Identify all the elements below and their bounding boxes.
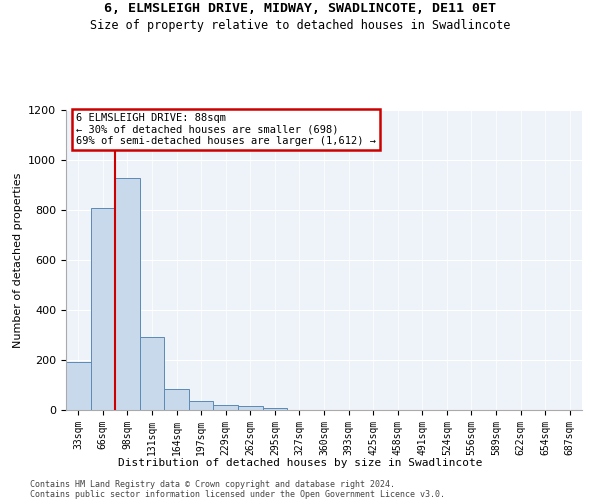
Bar bbox=[140, 337, 164, 410]
Y-axis label: Number of detached properties: Number of detached properties bbox=[13, 172, 23, 348]
Text: Distribution of detached houses by size in Swadlincote: Distribution of detached houses by size … bbox=[118, 458, 482, 468]
Text: 6 ELMSLEIGH DRIVE: 88sqm
← 30% of detached houses are smaller (698)
69% of semi-: 6 ELMSLEIGH DRIVE: 88sqm ← 30% of detach… bbox=[76, 113, 376, 146]
Bar bbox=[263, 408, 287, 410]
Bar bbox=[91, 208, 115, 410]
Bar bbox=[189, 401, 214, 410]
Text: 6, ELMSLEIGH DRIVE, MIDWAY, SWADLINCOTE, DE11 0ET: 6, ELMSLEIGH DRIVE, MIDWAY, SWADLINCOTE,… bbox=[104, 2, 496, 16]
Bar bbox=[66, 362, 91, 410]
Bar bbox=[238, 406, 263, 410]
Text: Size of property relative to detached houses in Swadlincote: Size of property relative to detached ho… bbox=[90, 18, 510, 32]
Text: Contains HM Land Registry data © Crown copyright and database right 2024.
Contai: Contains HM Land Registry data © Crown c… bbox=[30, 480, 445, 499]
Bar bbox=[115, 178, 140, 410]
Bar bbox=[164, 389, 189, 410]
Bar bbox=[214, 405, 238, 410]
